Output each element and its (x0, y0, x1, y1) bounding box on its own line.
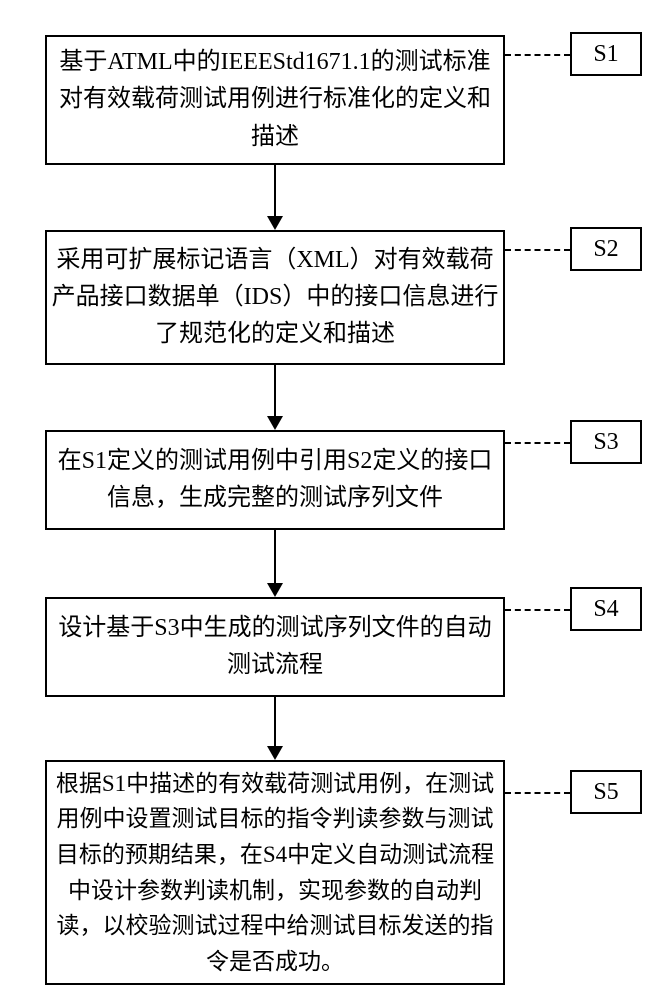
connector-s2 (505, 249, 570, 251)
step-label-s4: S4 (570, 587, 642, 631)
step-label-s3: S3 (570, 420, 642, 464)
arrow-line-1 (274, 165, 276, 216)
step-label-text-s3: S3 (593, 429, 618, 456)
flow-node-text-s4: 设计基于S3中生成的测试序列文件的自动测试流程 (47, 610, 503, 684)
arrow-line-2 (274, 365, 276, 416)
flow-node-s5: 根据S1中描述的有效载荷测试用例，在测试用例中设置测试目标的指令判读参数与测试目… (45, 760, 505, 985)
flow-node-text-s2: 采用可扩展标记语言（XML）对有效载荷产品接口数据单（IDS）中的接口信息进行了… (47, 242, 503, 354)
connector-s5 (505, 792, 570, 794)
arrow-line-4 (274, 697, 276, 746)
arrow-head-2 (267, 416, 283, 430)
flow-node-text-s3: 在S1定义的测试用例中引用S2定义的接口信息，生成完整的测试序列文件 (47, 443, 503, 517)
connector-s3 (505, 442, 570, 444)
flow-node-text-s5: 根据S1中描述的有效载荷测试用例，在测试用例中设置测试目标的指令判读参数与测试目… (47, 766, 503, 980)
step-label-text-s2: S2 (593, 236, 618, 263)
step-label-text-s5: S5 (593, 779, 618, 806)
arrow-line-3 (274, 530, 276, 583)
step-label-s2: S2 (570, 227, 642, 271)
arrow-head-1 (267, 216, 283, 230)
connector-s1 (505, 54, 570, 56)
flowchart-container: 基于ATML中的IEEEStd1671.1的测试标准对有效载荷测试用例进行标准化… (0, 0, 670, 1000)
arrow-head-3 (267, 583, 283, 597)
step-label-text-s4: S4 (593, 596, 618, 623)
arrow-head-4 (267, 746, 283, 760)
step-label-s5: S5 (570, 770, 642, 814)
flow-node-s2: 采用可扩展标记语言（XML）对有效载荷产品接口数据单（IDS）中的接口信息进行了… (45, 230, 505, 365)
step-label-s1: S1 (570, 32, 642, 76)
connector-s4 (505, 609, 570, 611)
flow-node-s1: 基于ATML中的IEEEStd1671.1的测试标准对有效载荷测试用例进行标准化… (45, 35, 505, 165)
flow-node-s4: 设计基于S3中生成的测试序列文件的自动测试流程 (45, 597, 505, 697)
flow-node-s3: 在S1定义的测试用例中引用S2定义的接口信息，生成完整的测试序列文件 (45, 430, 505, 530)
step-label-text-s1: S1 (593, 41, 618, 68)
flow-node-text-s1: 基于ATML中的IEEEStd1671.1的测试标准对有效载荷测试用例进行标准化… (47, 44, 503, 156)
